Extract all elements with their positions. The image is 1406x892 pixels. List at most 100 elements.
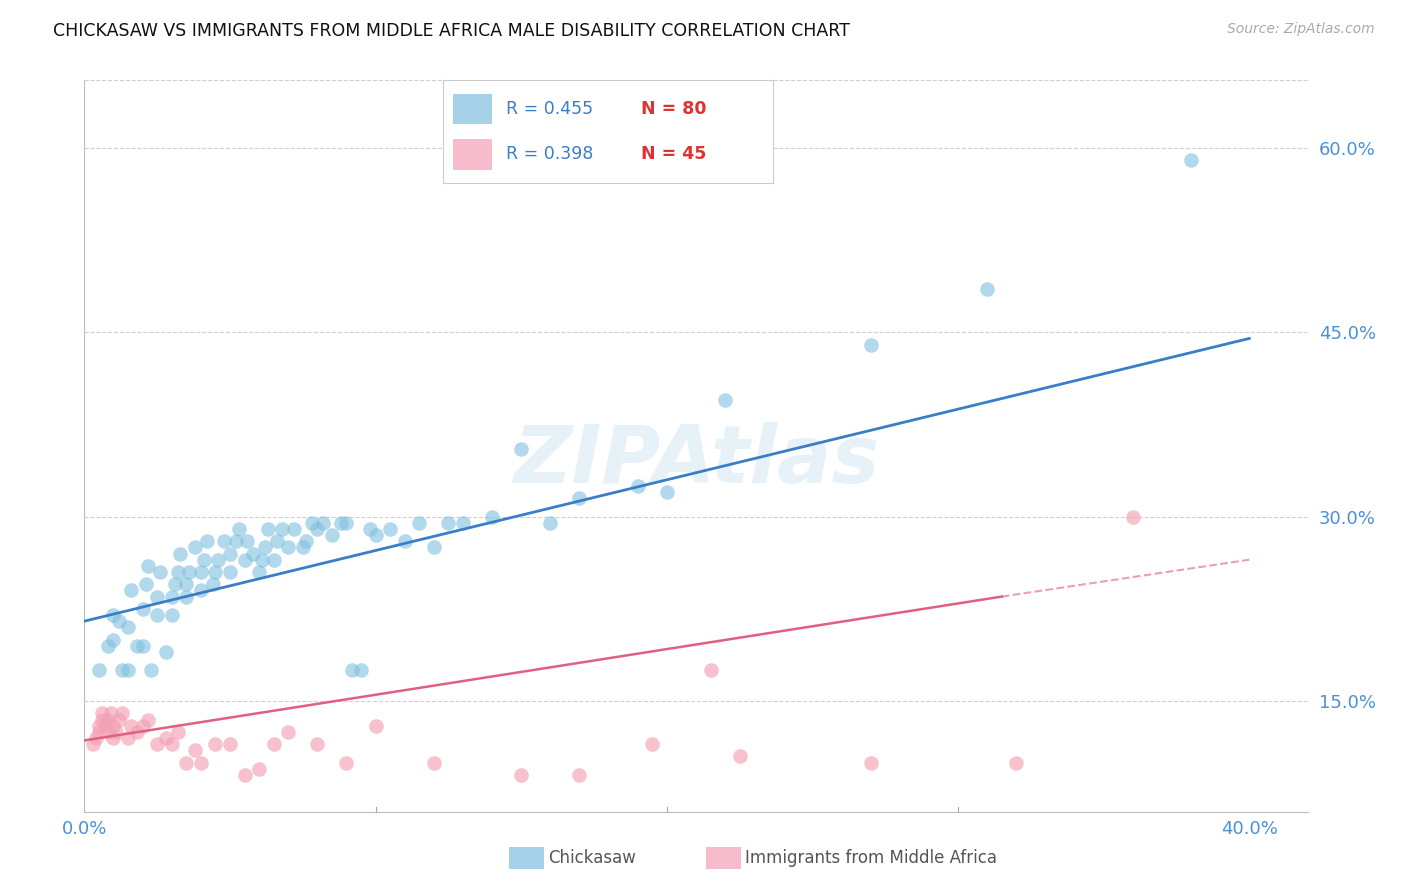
Point — [193, 552, 215, 566]
Point — [207, 552, 229, 566]
Point — [250, 552, 273, 566]
Point — [342, 664, 364, 678]
Point — [212, 534, 235, 549]
Point — [335, 516, 357, 530]
Point — [247, 762, 270, 776]
Point — [125, 724, 148, 739]
Point — [160, 590, 183, 604]
Point — [103, 719, 125, 733]
Point — [1005, 756, 1028, 770]
Point — [135, 577, 157, 591]
Point — [568, 768, 591, 782]
Point — [228, 522, 250, 536]
Point — [176, 756, 198, 770]
Point — [380, 522, 402, 536]
Point — [728, 749, 751, 764]
Point — [146, 590, 169, 604]
Point — [219, 547, 242, 561]
Point — [163, 577, 186, 591]
Point — [329, 516, 352, 530]
Text: N = 45: N = 45 — [641, 145, 706, 163]
Point — [335, 756, 357, 770]
Point — [1122, 509, 1144, 524]
Point — [131, 602, 153, 616]
Point — [87, 719, 110, 733]
Point — [120, 583, 142, 598]
Point — [176, 590, 198, 604]
Point — [108, 614, 131, 628]
Point — [117, 664, 139, 678]
Point — [301, 516, 323, 530]
Point — [568, 491, 591, 506]
Point — [131, 719, 153, 733]
Point — [242, 547, 264, 561]
Point — [321, 528, 343, 542]
Point — [179, 565, 201, 579]
Point — [423, 756, 446, 770]
Point — [481, 509, 503, 524]
Point — [160, 607, 183, 622]
Point — [103, 632, 125, 647]
Point — [166, 565, 188, 579]
Point — [408, 516, 430, 530]
Point — [201, 577, 224, 591]
Point — [97, 639, 120, 653]
Point — [236, 534, 259, 549]
Text: CHICKASAW VS IMMIGRANTS FROM MIDDLE AFRICA MALE DISABILITY CORRELATION CHART: CHICKASAW VS IMMIGRANTS FROM MIDDLE AFRI… — [53, 22, 851, 40]
Point — [247, 565, 270, 579]
Point — [169, 547, 191, 561]
Point — [146, 737, 169, 751]
Text: R = 0.398: R = 0.398 — [506, 145, 593, 163]
Point — [225, 534, 247, 549]
Point — [90, 706, 112, 721]
Point — [1180, 153, 1202, 168]
Point — [111, 664, 134, 678]
Point — [166, 724, 188, 739]
Point — [291, 541, 314, 555]
Point — [176, 577, 198, 591]
Point — [423, 541, 446, 555]
Point — [204, 737, 226, 751]
Point — [138, 713, 160, 727]
Point — [103, 731, 125, 745]
Point — [364, 528, 387, 542]
Point — [184, 743, 207, 757]
Text: ZIPAtlas: ZIPAtlas — [513, 422, 879, 500]
Point — [204, 565, 226, 579]
Point — [131, 639, 153, 653]
Point — [510, 768, 533, 782]
Point — [155, 645, 177, 659]
Point — [82, 737, 104, 751]
Point — [117, 620, 139, 634]
Bar — [453, 139, 492, 169]
Point — [93, 719, 117, 733]
Point — [190, 756, 212, 770]
Point — [714, 392, 737, 407]
Point — [655, 485, 678, 500]
Point — [103, 607, 125, 622]
Point — [138, 558, 160, 573]
Point — [277, 724, 299, 739]
Point — [263, 552, 285, 566]
Text: Source: ZipAtlas.com: Source: ZipAtlas.com — [1227, 22, 1375, 37]
Point — [160, 737, 183, 751]
Text: Immigrants from Middle Africa: Immigrants from Middle Africa — [745, 849, 997, 867]
Point — [510, 442, 533, 456]
Point — [219, 565, 242, 579]
Point — [699, 664, 721, 678]
Point — [364, 719, 387, 733]
Point — [105, 724, 128, 739]
Point — [120, 719, 142, 733]
Point — [394, 534, 416, 549]
Point — [100, 706, 122, 721]
Point — [641, 737, 664, 751]
Point — [233, 552, 256, 566]
Point — [307, 737, 329, 751]
Point — [277, 541, 299, 555]
Point — [108, 713, 131, 727]
Point — [97, 713, 120, 727]
Point — [307, 522, 329, 536]
Text: N = 80: N = 80 — [641, 100, 707, 118]
Point — [149, 565, 172, 579]
Point — [111, 706, 134, 721]
